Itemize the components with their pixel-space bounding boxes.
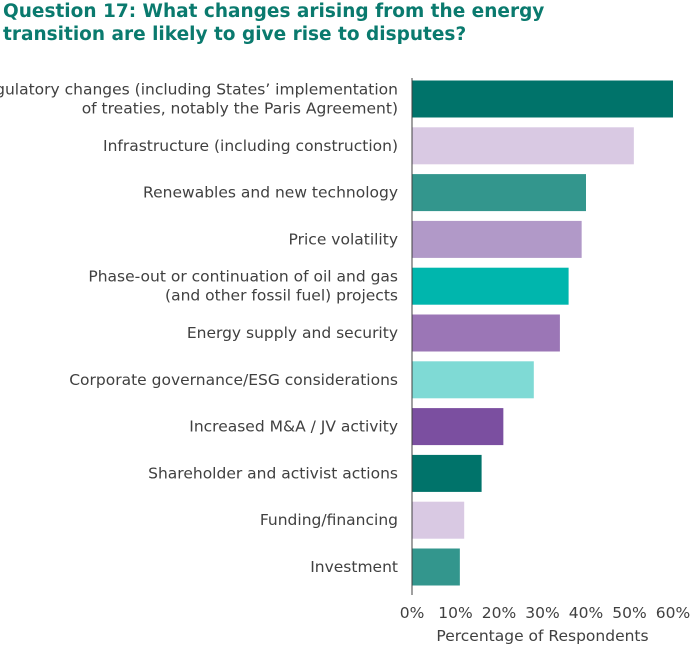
x-axis-ticks: 0% 10% 20% 30% 40% 50% 60% bbox=[400, 604, 691, 622]
category-label: Corporate governance/ESG considerations bbox=[69, 371, 398, 389]
category-label: Shareholder and activist actions bbox=[148, 464, 398, 482]
category-label: Investment bbox=[310, 558, 398, 576]
bar bbox=[412, 220, 582, 258]
category-label: Phase-out or continuation of oil and gas… bbox=[88, 268, 398, 305]
x-tick-label: 30% bbox=[525, 604, 559, 622]
bar bbox=[412, 174, 586, 212]
x-tick-label: 40% bbox=[569, 604, 603, 622]
category-labels: Regulatory changes (including States’ im… bbox=[0, 81, 398, 577]
x-tick-label: 20% bbox=[482, 604, 516, 622]
bar bbox=[412, 408, 504, 446]
x-tick-label: 10% bbox=[438, 604, 472, 622]
chart-title: Question 17: What changes arising from t… bbox=[3, 1, 545, 45]
x-tick-label: 50% bbox=[612, 604, 646, 622]
x-tick-label: 0% bbox=[400, 604, 425, 622]
category-label: Renewables and new technology bbox=[143, 184, 398, 202]
bar bbox=[412, 501, 465, 539]
bar bbox=[412, 314, 560, 352]
bar bbox=[412, 267, 569, 305]
bar bbox=[412, 127, 634, 165]
bar bbox=[412, 454, 482, 492]
bar bbox=[412, 80, 673, 118]
x-tick-label: 60% bbox=[656, 604, 690, 622]
x-axis-title: Percentage of Respondents bbox=[436, 627, 648, 645]
category-label: Price volatility bbox=[289, 230, 398, 248]
category-label: Increased M&A / JV activity bbox=[189, 418, 398, 436]
bar bbox=[412, 361, 534, 399]
bars bbox=[412, 80, 673, 586]
category-label: Regulatory changes (including States’ im… bbox=[0, 81, 398, 118]
category-label: Infrastructure (including construction) bbox=[103, 137, 398, 155]
category-label: Funding/financing bbox=[260, 511, 398, 529]
bar bbox=[412, 548, 460, 586]
category-label: Energy supply and security bbox=[187, 324, 398, 342]
